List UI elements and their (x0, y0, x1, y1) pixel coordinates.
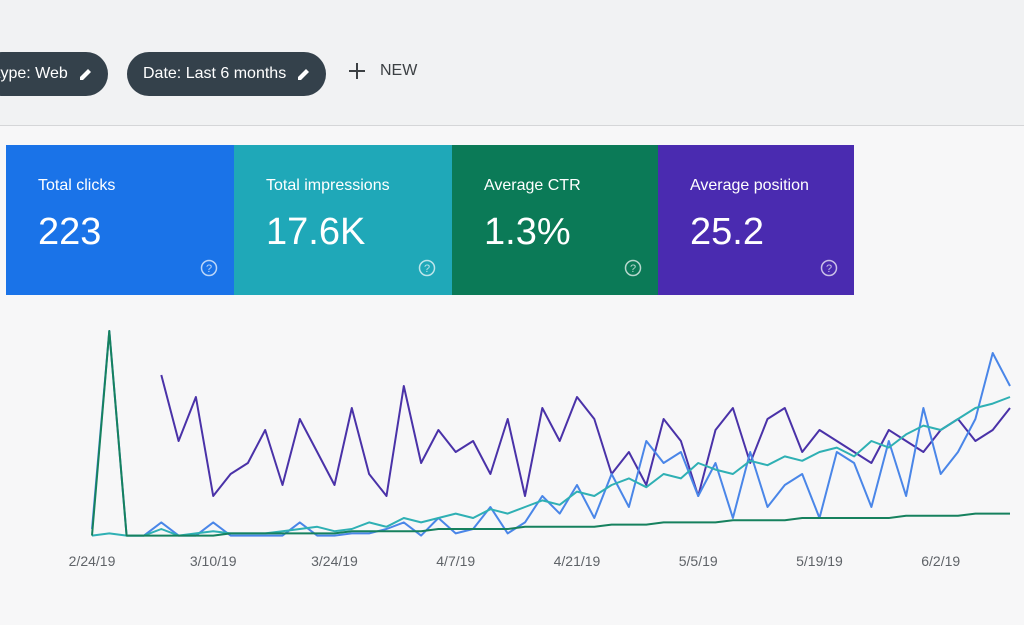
new-button[interactable]: NEW (348, 62, 417, 80)
metric-card[interactable]: Total clicks 223 ? (6, 145, 234, 295)
line-series (160, 374, 1011, 497)
chip-label: Date: Last 6 months (143, 65, 287, 82)
chip-label: type: Web (0, 65, 68, 82)
metric-label: Average position (690, 177, 809, 194)
x-tick-label: 3/10/19 (190, 553, 237, 569)
svg-text:?: ? (206, 263, 212, 275)
help-icon[interactable]: ? (200, 259, 218, 277)
line-series (91, 330, 1010, 537)
x-tick-label: 4/7/19 (436, 553, 475, 569)
help-icon[interactable]: ? (820, 259, 838, 277)
metric-card[interactable]: Average CTR 1.3% ? (452, 145, 658, 295)
metric-value: 1.3% (484, 211, 571, 253)
x-tick-label: 4/21/19 (554, 553, 601, 569)
line-series (91, 396, 1011, 537)
x-tick-label: 2/24/19 (69, 553, 116, 569)
metric-card[interactable]: Total impressions 17.6K ? (234, 145, 452, 295)
metric-card[interactable]: Average position 25.2 ? (658, 145, 854, 295)
metric-value: 25.2 (690, 211, 764, 253)
filter-chip[interactable]: Date: Last 6 months (127, 52, 327, 96)
x-tick-label: 3/24/19 (311, 553, 358, 569)
svg-text:?: ? (424, 263, 430, 275)
svg-text:?: ? (630, 263, 636, 275)
metric-value: 223 (38, 211, 102, 253)
filter-chip[interactable]: type: Web (0, 52, 108, 96)
svg-text:?: ? (826, 263, 832, 275)
help-icon[interactable]: ? (418, 259, 436, 277)
metric-label: Total impressions (266, 177, 390, 194)
help-icon[interactable]: ? (624, 259, 642, 277)
edit-icon (298, 69, 310, 80)
x-tick-label: 6/2/19 (921, 553, 960, 569)
x-tick-label: 5/19/19 (796, 553, 843, 569)
toolbar: type: Web Date: Last 6 months NEW (0, 0, 1024, 126)
metric-label: Total clicks (38, 177, 116, 194)
new-label: NEW (380, 62, 418, 79)
chart: 2/24/19 3/10/19 3/24/19 4/7/19 4/21/19 5/5/19… (69, 330, 1011, 569)
metric-value: 17.6K (266, 211, 366, 253)
plus-icon (349, 63, 365, 79)
x-tick-label: 5/5/19 (679, 553, 718, 569)
edit-icon (79, 69, 91, 80)
metric-label: Average CTR (484, 177, 581, 194)
line-series (91, 330, 1011, 537)
